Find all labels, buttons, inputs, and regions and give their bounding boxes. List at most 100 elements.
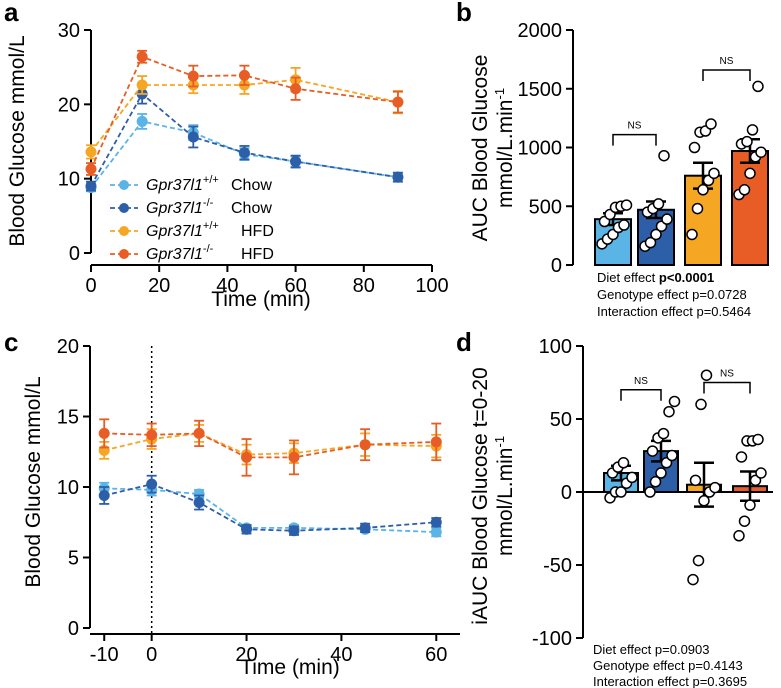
panel-c-axes: 0 5 10 15 20 -10 0 20 40 60 xyxy=(57,336,460,666)
legend-item-2-genotype: +/+ xyxy=(203,220,219,232)
panel-b-axes: 0 500 1000 1500 2000 NS NS xyxy=(518,20,751,277)
d-ytick-label: 50 xyxy=(550,409,572,431)
d-ytick-label: 0 xyxy=(561,482,572,504)
d-ytick-label: 100 xyxy=(539,336,572,358)
d-bar-2-data-point xyxy=(698,495,710,507)
d-bar-2-data-point xyxy=(700,369,713,381)
legend-item-3-marker xyxy=(119,249,129,259)
legend-item-0-genotype: +/+ xyxy=(203,174,219,186)
d-bar-0-data-point xyxy=(615,486,627,498)
panel-d-axes: 100 50 0 -50 -100 NS NS xyxy=(532,336,773,650)
a-ytick-label: 10 xyxy=(58,169,80,191)
panel-b-stat-diet-value: p<0.0001 xyxy=(659,270,714,285)
d-bar-3-data-point xyxy=(735,451,748,463)
a-series-1-point xyxy=(238,147,250,159)
panel-b-bar-chart: 0 500 1000 1500 2000 NS NS AUC Blood Glucose m… xyxy=(469,20,769,319)
c-series-3-point xyxy=(98,427,110,439)
c-series-1-point xyxy=(193,497,205,509)
c-ytick-label: 10 xyxy=(57,477,79,499)
d-ytick-label: -50 xyxy=(543,555,572,577)
c-series-1-point xyxy=(146,478,158,490)
b-bar-1-data-point xyxy=(650,228,662,241)
panel-letter-a: a xyxy=(4,0,19,27)
panel-d-stat-diet: Diet effect p=0.0903 xyxy=(593,642,710,657)
legend-item-1-label: Gpr37l1-/- Chow xyxy=(146,197,272,217)
d-bar-1-data-point xyxy=(663,405,675,418)
c-xtick-label: 20 xyxy=(235,644,257,666)
panel-c-ylabel: Blood Glucose mmol/L xyxy=(22,376,45,587)
c-series-1-point xyxy=(430,516,442,528)
legend-item-1-gene: Gpr37l1 xyxy=(146,200,203,217)
b-ytick-label: 500 xyxy=(529,196,562,218)
legend-item-0-label: Gpr37l1+/+ Chow xyxy=(146,174,272,194)
b-bar-3-data-point xyxy=(755,146,767,158)
b-bar-2-data-point xyxy=(691,202,704,215)
d-bar-3-data-point xyxy=(733,530,745,542)
a-series-3-point xyxy=(392,96,404,108)
d-bar-1-data-point xyxy=(666,449,678,462)
panel-d-ylabel-line2: mmol/L.min-1 xyxy=(492,436,517,556)
b-bar-3-data-point xyxy=(741,135,753,148)
c-ytick-label: 5 xyxy=(68,548,79,570)
b-bar-2-data-point xyxy=(688,141,701,154)
a-xtick-label: 60 xyxy=(284,275,306,297)
b-comparison-label-1: NS xyxy=(720,56,734,67)
b-bar-3-data-point xyxy=(752,80,764,93)
a-xtick-label: 40 xyxy=(216,275,238,297)
legend-item-3-label: Gpr37l1-/- HFD xyxy=(146,243,274,263)
panel-c-xlabel: Time (min) xyxy=(240,656,340,679)
panel-b-ylabel-unit: mmol/L.min xyxy=(494,100,517,209)
c-series-1-point xyxy=(359,522,371,534)
c-ytick-label: 0 xyxy=(68,618,79,640)
panel-b-stat-genotype: Genotype effect p=0.0728 xyxy=(597,287,747,302)
panel-a-series xyxy=(85,49,404,194)
legend-item-2-gene: Gpr37l1 xyxy=(146,223,203,240)
b-comparison-bracket-0 xyxy=(612,133,657,146)
b-comparison-bracket-1 xyxy=(702,69,751,81)
b-ytick-label: 0 xyxy=(551,255,562,277)
legend-item-3-genotype: -/- xyxy=(203,243,214,255)
panel-d-stat-genotype: Genotype effect p=0.4143 xyxy=(593,658,743,673)
d-bar-1-data-point xyxy=(655,467,667,479)
c-xtick-label: 60 xyxy=(425,644,447,666)
c-series-3-point xyxy=(241,451,253,463)
panel-b-stat-diet-label: Diet effect xyxy=(597,270,659,285)
d-bar-0-data-point xyxy=(626,471,638,484)
b-ytick-label: 1500 xyxy=(518,79,563,101)
legend-item-0-marker xyxy=(119,180,129,190)
a-series-3-point xyxy=(238,69,250,81)
a-series-3-line xyxy=(90,55,399,170)
panel-b-ylabel-line2: mmol/L.min-1 xyxy=(492,88,517,208)
d-bar-1-data-point xyxy=(649,476,662,488)
a-series-1-point xyxy=(392,171,404,183)
b-bar-2-data-point xyxy=(697,184,709,196)
b-bar-1-data-point xyxy=(644,236,657,249)
legend-item-2-diet: HFD xyxy=(241,223,274,240)
panel-a-xlabel: Time (min) xyxy=(211,288,311,311)
c-series-3-point xyxy=(430,436,442,448)
b-bar-1-data-point xyxy=(661,213,673,225)
panel-d-ylabel-line1: iAUC Blood Glucose t=0-20 xyxy=(469,367,492,624)
a-series-3-point xyxy=(85,163,97,175)
c-series-3-point xyxy=(359,439,371,451)
d-bar-1-data-point xyxy=(646,445,659,457)
a-series-1-point xyxy=(187,131,199,143)
panel-b-stat-diet: Diet effect p<0.0001 xyxy=(597,270,714,285)
a-ytick-label: 0 xyxy=(69,243,80,265)
legend-item-2-marker xyxy=(119,226,129,236)
legend-item-3-diet: HFD xyxy=(241,246,274,263)
legend-item-3-gene: Gpr37l1 xyxy=(146,246,203,263)
panel-letter-b: b xyxy=(456,0,472,27)
a-xtick-label: 100 xyxy=(415,275,448,297)
d-bar-3-data-point xyxy=(738,515,751,527)
d-comparison-bracket-0 xyxy=(620,389,662,401)
c-xtick-label: 40 xyxy=(330,644,352,666)
d-bar-2-data-point xyxy=(689,474,702,487)
panel-a-line-chart: 0 10 20 30 0 20 40 60 80 100 Blood Glucose mmol/L… xyxy=(6,20,449,311)
b-bar-0-data-point xyxy=(618,219,630,231)
c-xtick-label: 0 xyxy=(146,644,157,666)
d-bar-2-data-point xyxy=(692,554,705,567)
c-series-1-point xyxy=(288,525,300,537)
c-series-0-point xyxy=(430,526,442,538)
